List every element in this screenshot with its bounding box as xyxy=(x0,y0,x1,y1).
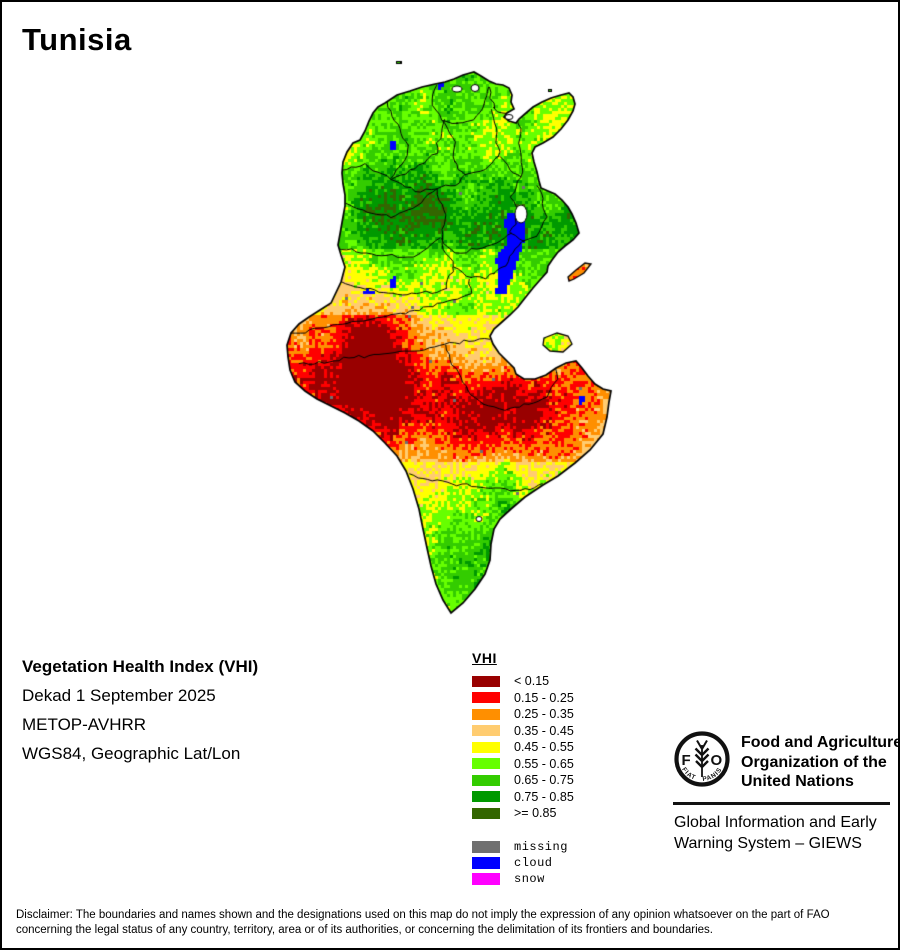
fao-divider-rule xyxy=(673,802,890,805)
legend-flag-row: snow xyxy=(472,871,574,887)
legend-flag-row: cloud xyxy=(472,855,574,871)
legend-label: >= 0.85 xyxy=(514,806,557,821)
legend-label: snow xyxy=(514,871,545,886)
legend-label: 0.45 - 0.55 xyxy=(514,740,574,755)
info-sensor: METOP-AVHRR xyxy=(22,715,147,734)
legend-color-swatch xyxy=(472,675,500,687)
vhi-map-canvas xyxy=(285,57,615,617)
legend-label: < 0.15 xyxy=(514,674,550,689)
legend-title: VHI xyxy=(472,650,497,666)
fao-logo-icon: F O FIAT PANIS xyxy=(674,731,730,787)
legend-color-swatch xyxy=(472,840,500,853)
vhi-legend: VHI < 0.15 0.15 - 0.25 0.25 - 0.35 0.35 - 0… xyxy=(472,650,574,887)
info-dekad: Dekad 1 September 2025 xyxy=(22,686,216,705)
legend-label: 0.75 - 0.85 xyxy=(514,789,574,804)
legend-label: 0.35 - 0.45 xyxy=(514,723,574,738)
legend-color-swatch xyxy=(472,758,500,770)
legend-label: 0.55 - 0.65 xyxy=(514,756,574,771)
fao-logo-letter-o: O xyxy=(711,752,723,769)
legend-color-swatch xyxy=(472,774,500,786)
fao-name-line: Food and Agriculture xyxy=(741,734,900,751)
fao-name-line: Organization of the xyxy=(741,753,887,771)
wheat-ear-icon xyxy=(694,739,710,777)
legend-class-row: 0.55 - 0.65 xyxy=(472,756,574,773)
disclaimer: Disclaimer: The boundaries and names sho… xyxy=(16,908,894,937)
legend-class-row: 0.45 - 0.55 xyxy=(472,739,574,756)
map-info-block: Vegetation Health Index (VHI) Dekad 1 Se… xyxy=(22,652,258,768)
legend-class-list: < 0.15 0.15 - 0.25 0.25 - 0.35 0.35 - 0.45 0… xyxy=(472,673,574,822)
legend-class-row: 0.15 - 0.25 xyxy=(472,690,574,707)
legend-label: cloud xyxy=(514,855,553,870)
info-product: Vegetation Health Index (VHI) xyxy=(22,657,259,676)
page-title: Tunisia xyxy=(22,22,132,57)
disclaimer-line: concerning the legal status of any count… xyxy=(16,923,713,936)
fao-name: Food and Agriculture Organization of the… xyxy=(741,733,900,792)
legend-color-swatch xyxy=(472,791,500,803)
legend-label: 0.65 - 0.75 xyxy=(514,773,574,788)
legend-class-row: 0.75 - 0.85 xyxy=(472,789,574,806)
giews-caption: Global Information and Early Warning Sys… xyxy=(674,812,877,854)
legend-color-swatch xyxy=(472,725,500,737)
legend-color-swatch xyxy=(472,807,500,819)
legend-class-row: < 0.15 xyxy=(472,673,574,690)
legend-color-swatch xyxy=(472,741,500,753)
legend-flag-list: missing cloud snow xyxy=(472,839,574,887)
legend-class-row: 0.65 - 0.75 xyxy=(472,772,574,789)
disclaimer-line: Disclaimer: The boundaries and names sho… xyxy=(16,909,830,921)
legend-label: 0.15 - 0.25 xyxy=(514,690,574,705)
legend-color-swatch xyxy=(472,856,500,869)
legend-color-swatch xyxy=(472,708,500,720)
fao-name-line: United Nations xyxy=(741,773,854,790)
legend-class-row: 0.35 - 0.45 xyxy=(472,723,574,740)
legend-color-swatch xyxy=(472,872,500,885)
legend-label: missing xyxy=(514,839,568,854)
fao-logo-letter-f: F xyxy=(682,752,691,769)
giews-line: Global Information and Early xyxy=(674,814,877,831)
giews-line: Warning System – GIEWS xyxy=(674,835,862,852)
legend-flag-row: missing xyxy=(472,839,574,855)
info-projection: WGS84, Geographic Lat/Lon xyxy=(22,744,241,763)
legend-color-swatch xyxy=(472,692,500,704)
legend-class-row: >= 0.85 xyxy=(472,805,574,822)
legend-label: 0.25 - 0.35 xyxy=(514,707,574,722)
legend-class-row: 0.25 - 0.35 xyxy=(472,706,574,723)
